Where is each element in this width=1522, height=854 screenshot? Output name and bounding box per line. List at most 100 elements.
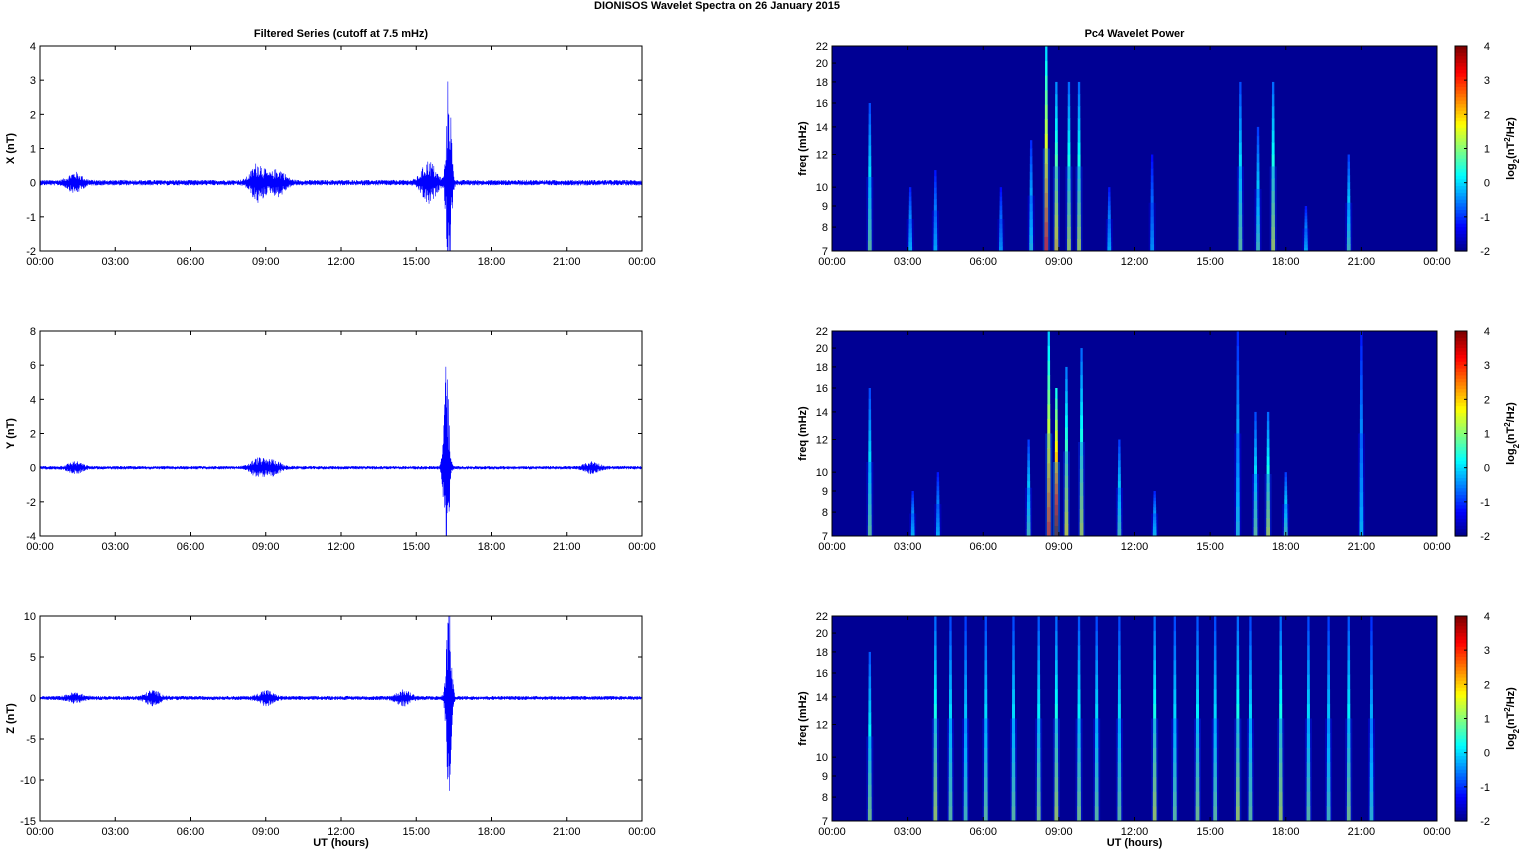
heatmap-burst-cell [1283, 522, 1288, 528]
heatmap-burst-cell [868, 113, 872, 125]
heatmap-burst-cell [1117, 674, 1121, 690]
heatmap-burst-cell [1173, 659, 1177, 676]
heatmap-burst-cell [1213, 777, 1217, 793]
heatmap-cells [866, 616, 1375, 821]
heatmap-burst-cell [868, 688, 872, 701]
heatmap-burst-cell [1118, 645, 1121, 661]
heatmap-burst-cell [964, 674, 967, 690]
heatmap-burst-cell [1117, 762, 1122, 778]
heatmap-burst-cell [1150, 154, 1154, 162]
heatmap-burst-cell [1150, 168, 1154, 176]
colorbar-tick-label: 3 [1484, 360, 1490, 372]
heatmap-burst-cell [1077, 747, 1081, 763]
heatmap-burst-cell [1196, 674, 1199, 690]
heatmap-burst-cell [963, 747, 968, 763]
colorbar-segment [1455, 633, 1467, 638]
heatmap-burst-cell [1172, 791, 1177, 807]
y-tick-label: 7 [822, 246, 828, 258]
heatmap-burst-halo [1277, 718, 1285, 821]
x-tick-label: 12:00 [327, 541, 355, 553]
colorbar-label: log2(nT2/Hz) [1503, 402, 1521, 465]
heatmap-burst-cell [908, 191, 912, 197]
heatmap-burst-cell [1359, 433, 1363, 449]
x-tick-label: 12:00 [327, 826, 355, 838]
heatmap-burst-cell [1370, 674, 1373, 690]
heatmap-burst-cell [1055, 118, 1058, 131]
heatmap-burst-cell [1064, 439, 1068, 452]
heatmap-burst-cell [1054, 178, 1058, 192]
heatmap-burst-cell [1054, 202, 1059, 216]
heatmap-burst-cell [1054, 806, 1059, 821]
colorbar-segment [1455, 155, 1467, 160]
heatmap-burst-cell [1326, 762, 1331, 778]
colorbar-segment [1455, 443, 1467, 448]
heatmap-burst-cell [1236, 747, 1240, 763]
colorbar-segment [1455, 385, 1467, 390]
heatmap-burst-cell [984, 645, 988, 661]
heatmap-burst-cell [1027, 494, 1031, 503]
heatmap-burst-cell [908, 219, 912, 225]
heatmap-burst-cell [1117, 467, 1121, 475]
heatmap-burst-cell [911, 494, 914, 498]
heatmap-burst-cell [1213, 718, 1217, 734]
colorbar-segment [1455, 639, 1467, 644]
colorbar-segment [1455, 117, 1467, 122]
heatmap-burst-cell [1284, 481, 1288, 487]
heatmap-burst-cell [868, 504, 872, 516]
heatmap-burst-cell [1095, 659, 1099, 676]
heatmap-burst-cell [1080, 348, 1083, 362]
heatmap-burst-cell [1117, 487, 1121, 496]
heatmap-burst-cell [1095, 674, 1099, 690]
heatmap-burst-cell [1359, 477, 1364, 493]
heatmap-burst-cell [868, 784, 872, 798]
colorbar-segment [1455, 216, 1467, 221]
heatmap-burst-cell [949, 674, 952, 690]
heatmap-burst-cell [1011, 747, 1016, 763]
heatmap-burst-cell [1047, 448, 1051, 464]
heatmap-burst-cell [1213, 703, 1217, 719]
heatmap-burst-cell [1359, 521, 1364, 536]
heatmap-burst-cell [984, 674, 988, 690]
colorbar-segment [1455, 220, 1467, 225]
heatmap-burst-cell [1266, 411, 1270, 422]
heatmap-burst-cell [1077, 190, 1081, 204]
colorbar-label-part: 2 [1503, 707, 1512, 712]
heatmap-burst-halo [1264, 473, 1272, 536]
heatmap-burst-cell [1195, 806, 1200, 821]
heatmap-burst-cell [868, 430, 872, 442]
colorbar-segment [1455, 653, 1467, 658]
heatmap-burst-cell [1347, 674, 1351, 690]
colorbar-segment [1455, 501, 1467, 506]
y-tick-label: 22 [816, 326, 828, 338]
heatmap-burst-cell [1173, 718, 1177, 734]
y-tick-label: 1 [30, 144, 36, 156]
heatmap-burst-cell [1055, 645, 1058, 661]
colorbar-segment [1455, 464, 1467, 469]
heatmap-burst-cell [1064, 475, 1069, 489]
heatmap-burst-cell [1256, 126, 1260, 137]
colorbar-segment [1455, 337, 1467, 342]
heatmap-burst-cell [1054, 703, 1058, 719]
heatmap-burst-cell [1094, 791, 1099, 807]
heatmap-burst-cell [1079, 455, 1084, 470]
colorbar-segment [1455, 646, 1467, 651]
colorbar-tick-label: -2 [1480, 246, 1490, 258]
x-tick-label: 21:00 [1348, 826, 1376, 838]
colorbar-segment [1455, 718, 1467, 723]
y-tick-label: 9 [822, 771, 828, 783]
heatmap-burst-cell [999, 196, 1003, 202]
heatmap-burst-cell [1195, 718, 1200, 734]
heatmap-burst-cell [1248, 777, 1253, 793]
heatmap-background [832, 616, 1437, 821]
y-tick-label: 4 [30, 394, 36, 406]
heatmap-burst-cell [1370, 630, 1373, 646]
heatmap-burst-cell [1213, 659, 1217, 676]
heatmap-burst-cell [1254, 465, 1257, 475]
heatmap-burst-cell [933, 762, 938, 778]
heatmap-burst-cell [1080, 388, 1083, 403]
colorbar-segment [1455, 56, 1467, 61]
colorbar-segment [1455, 745, 1467, 750]
colorbar-label-part: 2 [1512, 728, 1521, 733]
heatmap-burst-cell [1054, 462, 1058, 474]
heatmap-burst-cell [964, 703, 968, 719]
